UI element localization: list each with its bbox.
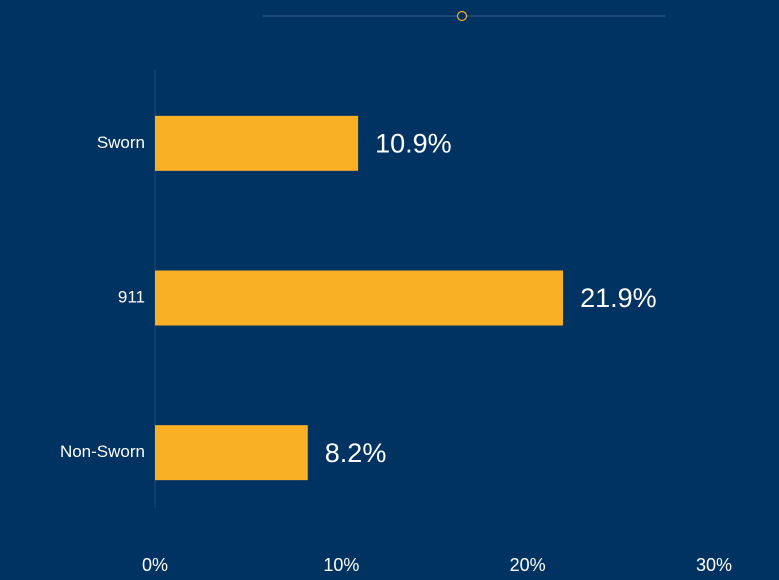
data-label: 10.9% <box>375 128 452 158</box>
y-tick-label: Sworn <box>97 133 145 152</box>
data-label: 21.9% <box>580 283 657 313</box>
bar <box>155 425 308 481</box>
x-tick-label: 30% <box>696 555 732 575</box>
bar <box>155 115 359 171</box>
y-tick-label: Non-Sworn <box>60 442 145 461</box>
x-tick-label: 0% <box>142 555 168 575</box>
x-tick-label: 20% <box>510 555 546 575</box>
y-tick-label: 911 <box>118 287 145 306</box>
bar <box>155 270 564 326</box>
decor-dot <box>456 10 468 22</box>
data-label: 8.2% <box>325 438 387 468</box>
x-tick-label: 10% <box>323 555 359 575</box>
